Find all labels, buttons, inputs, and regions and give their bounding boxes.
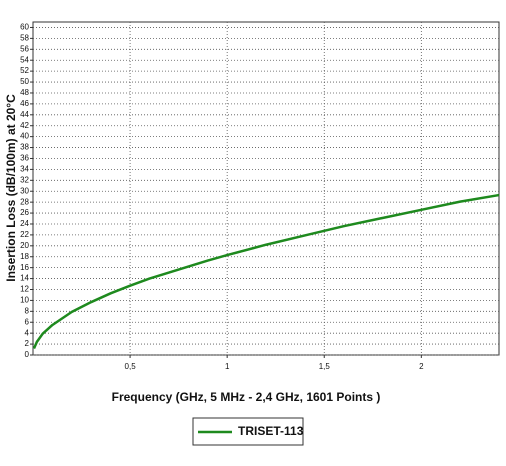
y-tick-label: 50 bbox=[20, 77, 29, 86]
x-tick-label: 1 bbox=[225, 362, 230, 371]
y-tick-label: 36 bbox=[20, 154, 29, 163]
y-tick-label: 40 bbox=[20, 132, 29, 141]
y-tick-label: 6 bbox=[25, 317, 30, 326]
y-tick-label: 14 bbox=[20, 274, 29, 283]
y-tick-label: 52 bbox=[20, 66, 29, 75]
y-tick-label: 16 bbox=[20, 263, 29, 272]
legend-label: TRISET-113 bbox=[238, 424, 304, 438]
y-tick-label: 54 bbox=[20, 55, 29, 64]
y-tick-label: 10 bbox=[20, 296, 29, 305]
x-tick-label: 1,5 bbox=[319, 362, 331, 371]
y-tick-label: 44 bbox=[20, 110, 29, 119]
y-tick-label: 2 bbox=[25, 339, 30, 348]
y-tick-label: 24 bbox=[20, 219, 29, 228]
y-tick-label: 56 bbox=[20, 44, 29, 53]
y-tick-label: 34 bbox=[20, 165, 29, 174]
y-tick-label: 42 bbox=[20, 121, 29, 130]
y-tick-label: 38 bbox=[20, 143, 29, 152]
y-tick-label: 26 bbox=[20, 208, 29, 217]
y-tick-label: 20 bbox=[20, 241, 29, 250]
y-tick-label: 32 bbox=[20, 175, 29, 184]
x-tick-label: 2 bbox=[419, 362, 424, 371]
series-line bbox=[32, 193, 500, 349]
x-axis-title: Frequency (GHz, 5 MHz - 2,4 GHz, 1601 Po… bbox=[112, 390, 381, 404]
y-tick-label: 58 bbox=[20, 33, 29, 42]
y-tick-label: 60 bbox=[20, 23, 29, 32]
y-tick-label: 46 bbox=[20, 99, 29, 108]
x-tick-label: 0,5 bbox=[125, 362, 137, 371]
y-tick-label: 30 bbox=[20, 186, 29, 195]
y-axis-title: Insertion Loss (dB/100m) at 20°C bbox=[4, 94, 18, 282]
plot-area bbox=[32, 21, 500, 356]
y-tick-label: 8 bbox=[25, 306, 30, 315]
y-tick-label: 12 bbox=[20, 285, 29, 294]
y-tick-label: 0 bbox=[25, 350, 30, 359]
y-tick-label: 18 bbox=[20, 252, 29, 261]
y-tick-label: 28 bbox=[20, 197, 29, 206]
y-tick-label: 4 bbox=[25, 328, 30, 337]
y-tick-label: 22 bbox=[20, 230, 29, 239]
y-tick-label: 48 bbox=[20, 88, 29, 97]
